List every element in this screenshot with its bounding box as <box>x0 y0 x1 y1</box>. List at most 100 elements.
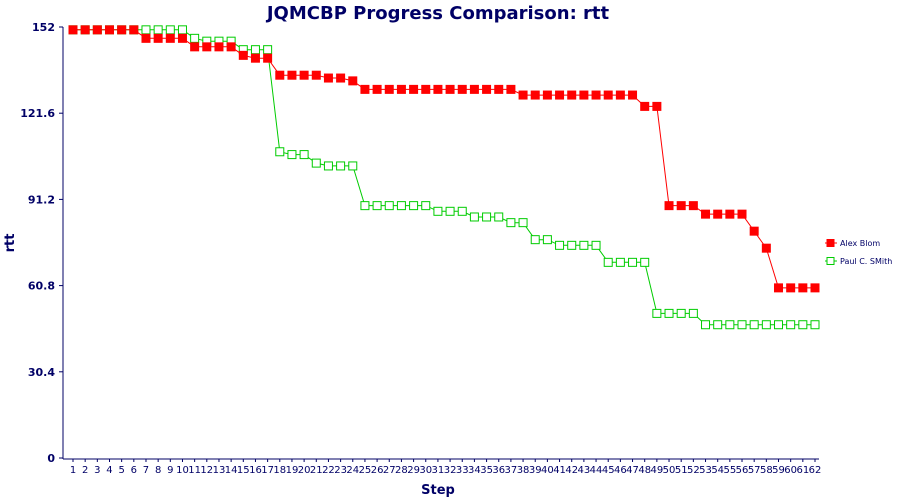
data-point <box>530 90 540 100</box>
x-tick-label: 13 <box>213 465 226 476</box>
x-tick-label: 15 <box>237 465 250 476</box>
data-point <box>141 33 151 43</box>
x-tick-label: 5 <box>118 465 124 476</box>
data-point <box>250 45 260 55</box>
legend-item: Alex Blom <box>825 239 880 248</box>
data-point <box>579 90 589 100</box>
x-tick-label: 1 <box>70 465 76 476</box>
y-tick-label: 0 <box>47 452 55 465</box>
legend: Alex Blom Paul C. SMith <box>825 239 892 266</box>
x-tick-label: 51 <box>675 465 688 476</box>
data-point <box>457 206 467 216</box>
data-point <box>348 161 358 171</box>
x-tick-label: 10 <box>176 465 189 476</box>
legend-label: Alex Blom <box>840 239 880 248</box>
data-point <box>494 84 504 94</box>
data-point <box>701 209 711 219</box>
legend-item: Paul C. SMith <box>825 257 892 266</box>
data-point <box>238 50 248 60</box>
data-point <box>518 90 528 100</box>
data-point <box>713 209 723 219</box>
data-point <box>761 243 771 253</box>
x-tick-label: 17 <box>261 465 274 476</box>
data-point <box>603 257 613 267</box>
data-point <box>542 235 552 245</box>
x-tick-label: 7 <box>143 465 149 476</box>
data-point <box>567 240 577 250</box>
data-point <box>421 84 431 94</box>
legend-marker <box>826 239 835 247</box>
data-point <box>177 33 187 43</box>
x-tick-label: 19 <box>286 465 299 476</box>
data-point <box>80 25 90 35</box>
data-point <box>457 84 467 94</box>
data-point <box>433 84 443 94</box>
x-tick-label: 26 <box>371 465 384 476</box>
data-point <box>555 90 565 100</box>
data-point <box>494 212 504 222</box>
data-point <box>664 308 674 318</box>
x-tick-label: 22 <box>322 465 335 476</box>
data-point <box>591 90 601 100</box>
data-point <box>323 161 333 171</box>
data-point <box>652 101 662 111</box>
x-tick-label: 34 <box>468 465 481 476</box>
data-point <box>336 73 346 83</box>
y-tick-label: 30.4 <box>28 366 55 379</box>
data-point <box>469 212 479 222</box>
data-point <box>372 201 382 211</box>
data-point <box>628 257 638 267</box>
x-tick-label: 48 <box>638 465 651 476</box>
x-tick-label: 41 <box>553 465 566 476</box>
data-point <box>190 42 200 52</box>
data-point <box>615 257 625 267</box>
data-point <box>250 53 260 63</box>
plot-area <box>63 27 819 458</box>
x-tick-label: 25 <box>359 465 372 476</box>
x-tick-label: 40 <box>541 465 554 476</box>
data-point <box>409 84 419 94</box>
x-tick-label: 14 <box>225 465 238 476</box>
data-point <box>749 226 759 236</box>
data-point <box>482 212 492 222</box>
x-tick-label: 56 <box>736 465 749 476</box>
data-point <box>506 84 516 94</box>
x-tick-label: 20 <box>298 465 311 476</box>
data-point <box>177 25 187 35</box>
series-alex-blom <box>68 25 820 293</box>
x-tick-label: 59 <box>772 465 785 476</box>
chart-title: JQMCBP Progress Comparison: rtt <box>265 3 610 24</box>
x-tick-label: 50 <box>663 465 676 476</box>
data-point <box>615 90 625 100</box>
x-tick-label: 6 <box>131 465 137 476</box>
data-point <box>360 201 370 211</box>
data-point <box>190 33 200 43</box>
data-point <box>688 308 698 318</box>
data-point <box>323 73 333 83</box>
data-point <box>786 283 796 293</box>
data-point <box>263 45 273 55</box>
data-point <box>396 84 406 94</box>
x-tick-label: 52 <box>687 465 700 476</box>
data-point <box>421 201 431 211</box>
data-point <box>445 206 455 216</box>
data-point <box>737 209 747 219</box>
data-point <box>555 240 565 250</box>
x-tick-label: 61 <box>796 465 809 476</box>
data-point <box>360 84 370 94</box>
data-point <box>506 218 516 228</box>
x-tick-label: 27 <box>383 465 396 476</box>
x-tick-label: 43 <box>578 465 591 476</box>
x-tick-label: 38 <box>517 465 530 476</box>
x-tick-label: 2 <box>82 465 88 476</box>
y-tick-label: 152 <box>32 21 55 34</box>
data-point <box>384 84 394 94</box>
data-point <box>688 201 698 211</box>
data-point <box>579 240 589 250</box>
x-tick-label: 47 <box>626 465 639 476</box>
x-tick-label: 3 <box>94 465 100 476</box>
data-point <box>628 90 638 100</box>
data-point <box>311 70 321 80</box>
data-point <box>165 33 175 43</box>
data-point <box>603 90 613 100</box>
